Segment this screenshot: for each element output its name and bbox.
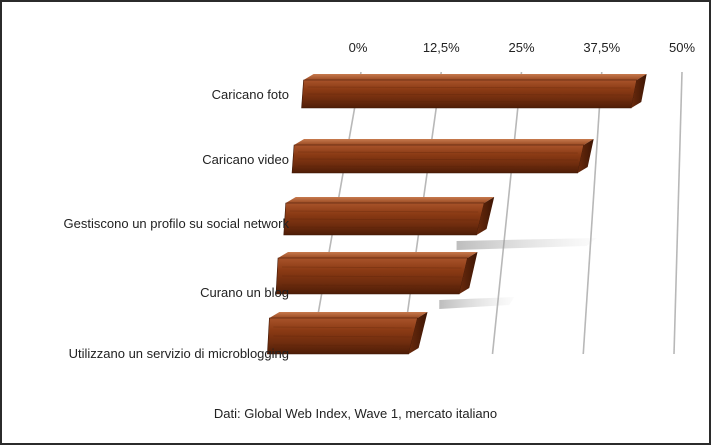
bars-layer bbox=[267, 74, 647, 355]
bar-grain bbox=[282, 275, 462, 278]
bar-front-face bbox=[301, 79, 638, 109]
bar-front-face bbox=[275, 257, 468, 295]
bar-2 bbox=[283, 197, 495, 236]
bar-shadow bbox=[456, 238, 597, 250]
bar-end-face bbox=[408, 312, 428, 354]
bar-grain bbox=[289, 210, 479, 213]
x-tick-label: 0% bbox=[349, 40, 368, 55]
gridline-4 bbox=[673, 71, 683, 355]
bar-top-face bbox=[303, 74, 647, 80]
bar-end-face bbox=[459, 252, 478, 294]
bar-grain bbox=[298, 158, 578, 161]
bar-top-face bbox=[269, 312, 428, 318]
bar-top-face bbox=[285, 197, 495, 203]
gridline-2 bbox=[491, 71, 523, 355]
gridline-3 bbox=[582, 71, 603, 355]
bar-grain bbox=[298, 165, 578, 168]
category-label: Gestiscono un profilo su social network bbox=[64, 216, 290, 231]
bar-grain bbox=[289, 218, 479, 221]
bar-grain bbox=[282, 266, 462, 269]
bar-grain bbox=[273, 344, 412, 347]
category-labels: Caricano foto Caricano video Gestiscono un… bbox=[64, 87, 290, 361]
x-axis-ticks: 0% 12,5% 25% 37,5% 50% bbox=[349, 40, 696, 55]
bar-3 bbox=[275, 252, 478, 295]
category-label: Curano un blog bbox=[200, 285, 289, 300]
bar-front-face bbox=[283, 202, 485, 236]
x-tick-label: 25% bbox=[508, 40, 534, 55]
category-label: Caricano foto bbox=[212, 87, 289, 102]
bar-shadow bbox=[439, 297, 515, 309]
bar-top-face bbox=[294, 139, 594, 145]
bar-end-face bbox=[577, 139, 594, 173]
bar-end-face bbox=[476, 197, 495, 235]
bar-end-face bbox=[631, 74, 647, 108]
x-tick-label: 50% bbox=[669, 40, 695, 55]
bar-grain bbox=[307, 100, 631, 103]
category-label: Caricano video bbox=[202, 152, 289, 167]
bar-grain bbox=[282, 284, 462, 287]
bar-top-face bbox=[278, 252, 478, 258]
category-label: Utilizzano un servizio di microblogging bbox=[69, 346, 289, 361]
bar-grain bbox=[273, 335, 412, 338]
x-tick-label: 12,5% bbox=[423, 40, 460, 55]
shadow-layer bbox=[439, 238, 597, 309]
bar-grain bbox=[307, 93, 631, 96]
x-tick-label: 37,5% bbox=[583, 40, 620, 55]
bar-grain bbox=[273, 326, 412, 329]
bar-front-face bbox=[291, 144, 585, 174]
source-note: Dati: Global Web Index, Wave 1, mercato … bbox=[213, 406, 498, 421]
bar-grain bbox=[298, 151, 578, 154]
bar-grain bbox=[307, 86, 631, 89]
bar-1 bbox=[291, 139, 594, 174]
bar-4 bbox=[267, 312, 428, 355]
bar-0 bbox=[301, 74, 647, 109]
bar-grain bbox=[289, 226, 479, 229]
